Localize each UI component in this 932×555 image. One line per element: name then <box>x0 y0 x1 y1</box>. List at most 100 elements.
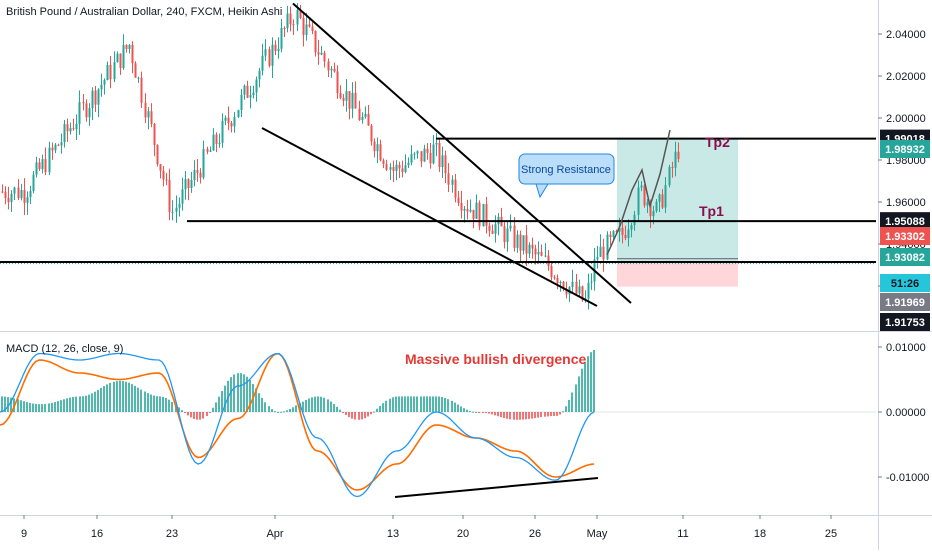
candle-body <box>202 148 205 178</box>
histogram-bar <box>156 396 158 412</box>
histogram-bar <box>274 411 276 413</box>
macd-y-tick-label: 0.00000 <box>886 407 926 419</box>
histogram-bar <box>460 406 462 412</box>
candle-body <box>122 44 125 69</box>
histogram-bar <box>168 399 170 412</box>
histogram-bar <box>379 405 381 412</box>
x-tick-label: 9 <box>21 528 27 540</box>
candle-body <box>454 179 457 198</box>
histogram-bar <box>466 409 468 412</box>
histogram-bar <box>587 356 589 412</box>
candle-body <box>286 13 289 29</box>
candle-body <box>292 24 295 26</box>
candle-body <box>237 110 240 118</box>
candle-body <box>537 251 540 255</box>
candle-body <box>658 194 661 202</box>
candle-body <box>175 207 178 212</box>
candle-body <box>289 13 292 25</box>
candle-body <box>212 134 215 151</box>
histogram-bar <box>212 407 214 412</box>
candle-body <box>171 211 174 213</box>
histogram-bar <box>358 412 360 420</box>
stop-zone <box>617 263 738 287</box>
x-tick-label: 20 <box>457 528 469 540</box>
histogram-bar <box>544 412 546 417</box>
candle-body <box>494 224 497 234</box>
candle-body <box>590 281 593 283</box>
candle-body <box>389 167 392 170</box>
candle-body <box>181 189 184 204</box>
candle-body <box>432 144 435 164</box>
candle-body <box>268 49 271 66</box>
histogram-bar <box>140 389 142 412</box>
histogram-bar <box>224 385 226 412</box>
histogram-bar <box>258 393 260 412</box>
histogram-bar <box>72 396 74 412</box>
candle-body <box>438 143 441 168</box>
histogram-bar <box>240 373 242 412</box>
candle-body <box>308 24 311 27</box>
candle-body <box>190 180 193 188</box>
candle-body <box>299 9 302 19</box>
candle-body <box>51 147 54 151</box>
candle-body <box>134 63 137 78</box>
candle-body <box>398 164 401 169</box>
candle-body <box>621 227 624 235</box>
candle-body <box>606 234 609 260</box>
candle-body <box>29 191 32 198</box>
histogram-bar <box>404 396 406 412</box>
histogram-bar <box>354 412 356 420</box>
candle-body <box>72 128 75 130</box>
histogram-bar <box>336 406 338 412</box>
price-label-box <box>880 212 930 231</box>
candle-body <box>196 170 199 173</box>
histogram-bar <box>457 404 459 412</box>
candle-body <box>206 148 209 152</box>
candle-body <box>516 234 519 248</box>
y-tick-label: 2.04000 <box>886 29 926 41</box>
candle-body <box>435 143 438 145</box>
histogram-bar <box>38 404 40 412</box>
candle-body <box>429 152 432 164</box>
candle-body <box>469 209 472 212</box>
candle-body <box>199 172 202 178</box>
histogram-bar <box>308 398 310 412</box>
histogram-bar <box>385 400 387 412</box>
candle-body <box>10 193 13 203</box>
histogram-bar <box>63 399 65 412</box>
divergence-text: Massive bullish divergence <box>405 351 587 367</box>
candle-body <box>509 225 512 229</box>
price-label-text: 1.93302 <box>885 231 925 243</box>
histogram-bar <box>57 401 59 412</box>
candle-body <box>627 229 630 239</box>
histogram-bar <box>184 412 186 413</box>
x-tick-label: 11 <box>677 528 688 540</box>
candle-body <box>280 27 283 49</box>
candle-body <box>277 48 280 51</box>
candle-body <box>178 203 181 208</box>
histogram-bar <box>218 396 220 412</box>
histogram-bar <box>283 411 285 413</box>
candle-body <box>444 155 447 174</box>
candle-body <box>488 225 491 231</box>
histogram-bar <box>162 396 164 412</box>
candle-body <box>506 228 509 243</box>
histogram-bar <box>299 403 301 412</box>
candle-body <box>565 289 568 295</box>
histogram-bar <box>29 402 31 412</box>
x-tick-label: Apr <box>266 528 283 540</box>
candle-body <box>379 144 382 161</box>
candle-body <box>630 225 633 230</box>
price-label-box <box>880 293 930 311</box>
histogram-bar <box>26 402 28 412</box>
histogram-bar <box>302 401 304 412</box>
candle-body <box>168 179 171 212</box>
histogram-bar <box>243 374 245 412</box>
candle-body <box>528 244 531 254</box>
histogram-bar <box>556 412 558 416</box>
histogram-bar <box>323 397 325 412</box>
candle-body <box>227 117 230 124</box>
candle-body <box>255 79 258 93</box>
